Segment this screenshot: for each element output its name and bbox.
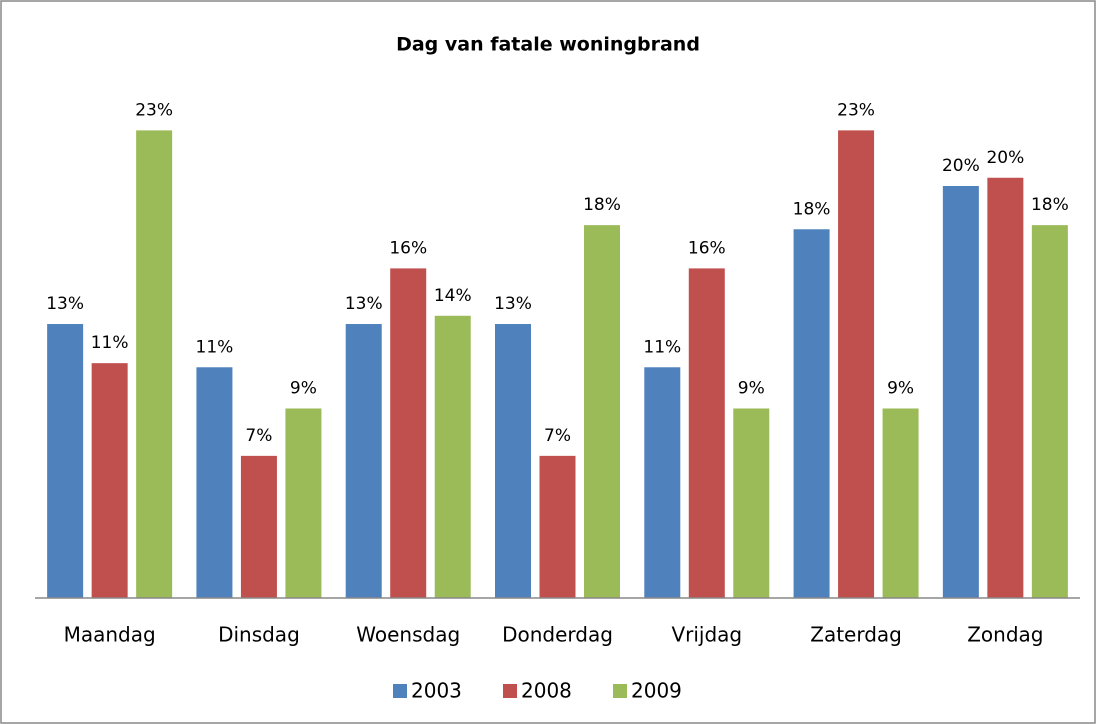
data-label: 11%: [196, 337, 234, 357]
bar: [434, 315, 471, 598]
bar: [1031, 225, 1068, 598]
bar: [136, 130, 173, 598]
data-label: 13%: [46, 294, 84, 314]
data-label: 9%: [887, 378, 914, 398]
data-label: 20%: [986, 148, 1024, 168]
x-tick-label: Dinsdag: [218, 623, 300, 647]
x-tick-label: Zaterdag: [810, 623, 902, 647]
data-label: 18%: [1031, 195, 1069, 215]
bar: [91, 363, 128, 598]
legend-label: 2009: [631, 679, 682, 703]
chart-title: Dag van fatale woningbrand: [396, 34, 700, 56]
legend-label: 2008: [521, 679, 572, 703]
legend-swatch: [393, 684, 407, 698]
legend-label: 2003: [411, 679, 462, 703]
data-label: 23%: [837, 100, 875, 120]
bar: [495, 324, 531, 598]
bar: [345, 324, 382, 598]
x-tick-label: Maandag: [64, 623, 156, 647]
data-label: 9%: [738, 378, 765, 398]
data-label: 7%: [544, 426, 571, 446]
x-tick-label: Woensdag: [356, 623, 460, 647]
bar: [196, 367, 233, 598]
data-label: 16%: [688, 238, 726, 258]
bar: [539, 455, 576, 598]
bar: [584, 225, 620, 598]
x-tick-label: Zondag: [967, 623, 1043, 647]
bar: [644, 367, 681, 598]
bar: [987, 177, 1024, 598]
bar: [793, 229, 830, 598]
data-label: 20%: [942, 156, 980, 176]
legend-swatch: [613, 684, 627, 698]
bar: [882, 408, 919, 598]
data-label: 13%: [494, 294, 532, 314]
data-label: 16%: [389, 238, 427, 258]
x-tick-label: Vrijdag: [671, 623, 742, 647]
data-label: 11%: [91, 333, 129, 353]
legend-swatch: [503, 684, 517, 698]
data-label: 14%: [434, 286, 472, 306]
data-label: 18%: [583, 195, 621, 215]
bar: [942, 186, 979, 598]
bar: [688, 268, 725, 598]
data-label: 23%: [135, 100, 173, 120]
bar: [47, 324, 84, 598]
data-label: 7%: [245, 426, 272, 446]
data-label: 9%: [290, 378, 317, 398]
data-label: 13%: [345, 294, 383, 314]
bar: [285, 408, 322, 598]
bar: [733, 408, 770, 598]
bar: [240, 455, 277, 598]
data-label: 11%: [643, 337, 681, 357]
x-tick-label: Donderdag: [502, 623, 613, 647]
bar: [838, 130, 875, 598]
data-label: 18%: [793, 199, 831, 219]
bar: [390, 268, 427, 598]
